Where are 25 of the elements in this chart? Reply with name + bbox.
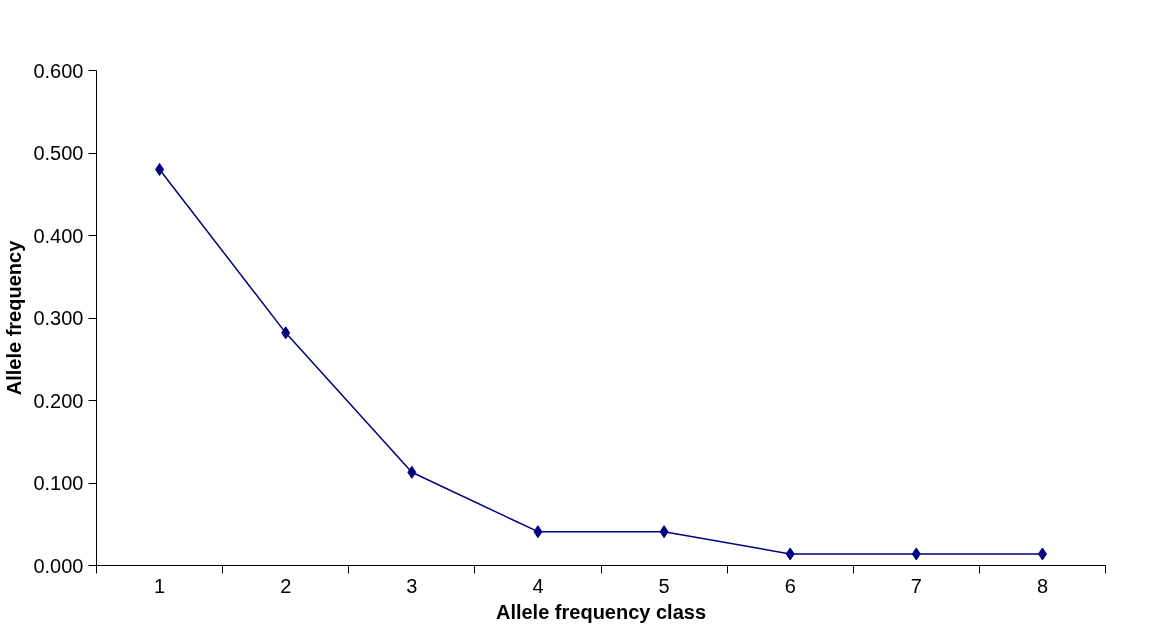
x-axis-title: Allele frequency class: [495, 600, 707, 623]
point: [785, 547, 795, 561]
point: [407, 465, 417, 479]
y-axis-title: Allele frequency: [3, 239, 26, 396]
y-tick-label: 0.200: [33, 389, 84, 412]
point: [533, 525, 543, 539]
x-tick-label: 1: [154, 574, 166, 597]
y-tick-label: 0.100: [33, 472, 84, 494]
x-tick-label: 8: [1036, 574, 1048, 597]
point: [281, 326, 291, 340]
x-tick-label: 7: [910, 574, 922, 597]
y-tick-label: 0.500: [33, 142, 84, 164]
x-tick-label: 5: [658, 574, 670, 597]
point: [911, 547, 921, 561]
x-tick-label: 6: [784, 574, 796, 597]
x-tick-label: 3: [406, 574, 418, 597]
point: [1037, 547, 1047, 561]
x-tick-label: 4: [532, 574, 544, 597]
y-tick-label: 0.600: [33, 59, 84, 82]
point: [659, 525, 669, 539]
x-tick-label: 2: [280, 574, 292, 597]
y-tick-label: 0.400: [33, 224, 84, 247]
y-tick-label: 0.000: [33, 554, 84, 577]
point: [155, 163, 165, 176]
y-tick-label: 0.300: [33, 307, 84, 329]
